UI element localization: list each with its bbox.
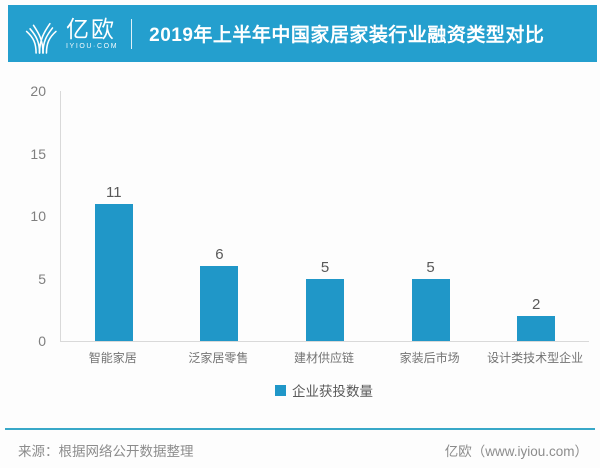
bar xyxy=(305,278,344,341)
y-tick-label: 10 xyxy=(30,208,46,224)
header-divider xyxy=(131,18,133,49)
legend: 企业获投数量 xyxy=(60,380,588,400)
bar-value-label: 5 xyxy=(320,258,330,276)
logo-subtitle: IYIOU·COM xyxy=(66,43,119,51)
y-tick-label: 0 xyxy=(38,333,46,349)
iyiou-logo: 亿欧 IYIOU·COM xyxy=(24,13,118,55)
bar xyxy=(411,278,450,341)
header-banner: 亿欧 IYIOU·COM 2019年上半年中国家居家装行业融资类型对比 xyxy=(8,5,597,62)
bar-value-label: 2 xyxy=(532,296,541,313)
plot-area: 11 6 5 5 2 xyxy=(60,91,589,342)
bar-value-label: 6 xyxy=(215,246,224,263)
x-axis-category-label: 建材供应链 xyxy=(293,351,354,365)
x-axis-category-label: 设计类技术型企业 xyxy=(487,351,584,365)
bar xyxy=(94,203,133,341)
bar-slot: 5 xyxy=(272,91,378,341)
y-tick-label: 15 xyxy=(30,145,46,162)
x-axis-labels: 智能家居 泛家居零售 建材供应链 家装后市场 设计类技术型企业 xyxy=(60,349,588,366)
bar-slot: 2 xyxy=(483,91,589,341)
legend-label: 企业获投数量 xyxy=(292,384,373,399)
bar-value-label: 5 xyxy=(426,258,435,276)
bar xyxy=(200,266,239,341)
bar-slot: 6 xyxy=(167,91,273,341)
bar-slot: 5 xyxy=(378,91,484,341)
legend-swatch-icon xyxy=(275,384,286,396)
x-axis-category-label: 家装后市场 xyxy=(399,351,460,365)
x-axis-category-label: 智能家居 xyxy=(88,351,137,365)
bar xyxy=(517,316,556,341)
sprout-logo-icon xyxy=(25,22,57,54)
logo-name: 亿欧 xyxy=(66,15,116,42)
chart-title: 2019年上半年中国家居家装行业融资类型对比 xyxy=(149,25,545,46)
y-tick-label: 5 xyxy=(38,270,46,287)
bar-slot: 11 xyxy=(61,91,167,341)
source-note: 来源：根据网络公开数据整理 xyxy=(18,444,194,459)
bar-value-label: 11 xyxy=(106,183,122,201)
logo-text: 亿欧 IYIOU·COM xyxy=(66,17,118,50)
bar-chart: 0 5 10 15 20 11 6 5 5 2 智能家居 泛家居零售 建材供应链 家装后市场 设计类技术… xyxy=(0,62,600,410)
footer-divider-line xyxy=(5,428,595,430)
brand-note: 亿欧（www.iyiou.com） xyxy=(444,444,588,459)
y-tick-label: 20 xyxy=(30,83,46,99)
x-axis-category-label: 泛家居零售 xyxy=(188,351,249,365)
footer: 来源：根据网络公开数据整理 亿欧（www.iyiou.com） xyxy=(18,440,588,460)
